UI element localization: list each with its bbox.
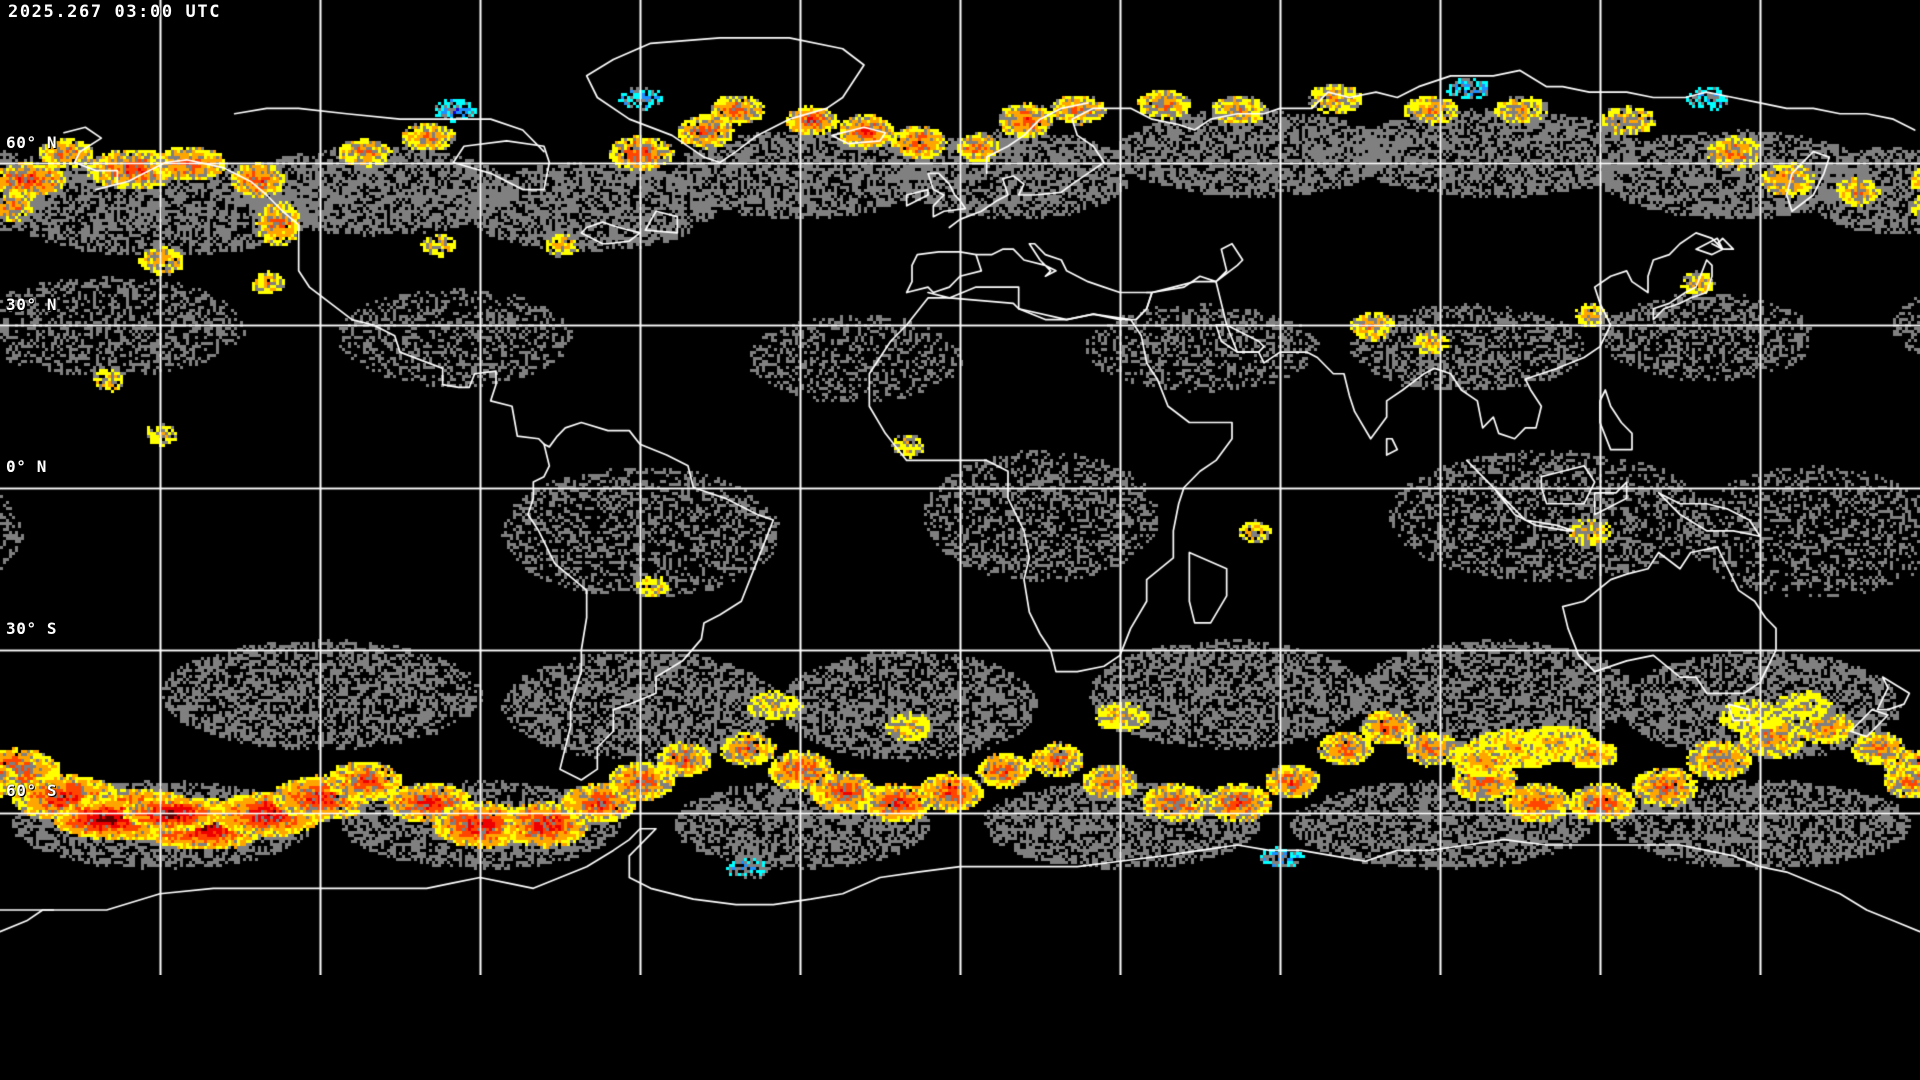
map-panel[interactable]: 2025.267 03:00 UTC 60° N 30° N 0° N 30° … — [0, 0, 1920, 975]
lat-label-30s: 30° S — [6, 619, 58, 638]
lat-label-30n: 30° N — [6, 295, 58, 314]
world-map-canvas[interactable] — [0, 0, 1920, 975]
lat-label-0n: 0° N — [6, 457, 47, 476]
lat-label-60n: 60° N — [6, 133, 58, 152]
legend-panel: SLW Large Drop Index 13.5-16 16-19 19-22… — [0, 975, 1920, 1080]
timestamp-label: 2025.267 03:00 UTC — [8, 2, 222, 22]
lat-label-60s: 60° S — [6, 781, 58, 800]
